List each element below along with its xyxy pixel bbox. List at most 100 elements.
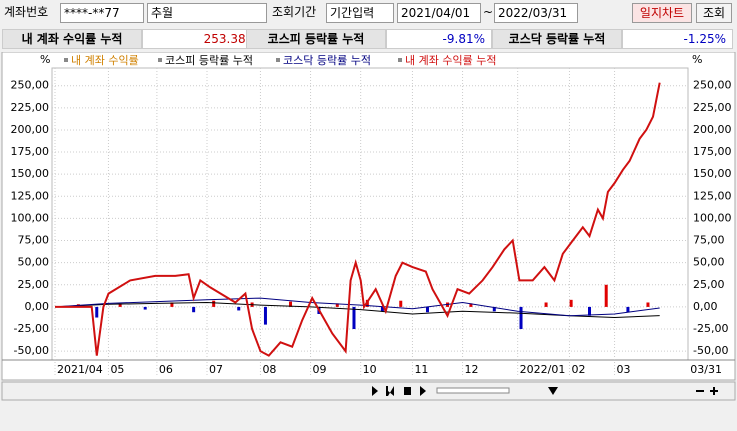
account-label: 계좌번호 xyxy=(4,5,49,19)
unit: % xyxy=(692,53,702,66)
y-tick-label: 225,00 xyxy=(11,101,50,114)
y-tick-label: 25,00 xyxy=(693,278,725,291)
period-label: 조회기간 xyxy=(272,5,317,19)
tilde: ~ xyxy=(483,5,494,19)
x-tick-label: 08 xyxy=(262,363,276,376)
legend-swatch xyxy=(398,58,402,62)
y-tick-label: 50,00 xyxy=(693,256,725,269)
y-tick-label: -25,00 xyxy=(14,322,49,335)
y-tick-label: 150,00 xyxy=(11,167,50,180)
bar xyxy=(237,306,241,311)
summary-value: -9.81% xyxy=(386,29,492,49)
y-tick-label: 0,00 xyxy=(693,300,718,313)
bar xyxy=(143,306,147,310)
summary-label: 코스닥 등락률 누적 xyxy=(492,29,622,49)
legend-label: 코스피 등락률 누적 xyxy=(165,54,253,67)
x-tick-label: 09 xyxy=(313,363,327,376)
bar xyxy=(646,302,650,307)
y-tick-label: 25,00 xyxy=(18,278,50,291)
bar xyxy=(588,306,592,316)
stop-icon[interactable] xyxy=(404,387,411,395)
bar xyxy=(604,284,608,307)
account-select[interactable]: ****-**77 xyxy=(60,3,144,23)
y-tick-label: 100,00 xyxy=(11,211,50,224)
x-tick-label: 03/31 xyxy=(690,363,722,376)
x-tick-label: 02 xyxy=(571,363,585,376)
x-tick-label: 2022/01 xyxy=(520,363,566,376)
bar xyxy=(335,303,339,307)
bar xyxy=(289,301,293,307)
y-tick-label: 150,00 xyxy=(693,167,732,180)
bar xyxy=(469,303,473,307)
account-name: 추월 xyxy=(147,3,267,23)
y-tick-label: 75,00 xyxy=(693,234,725,247)
y-tick-label: 250,00 xyxy=(11,79,50,92)
x-tick-label: 12 xyxy=(465,363,479,376)
summary-value: -1.25% xyxy=(622,29,733,49)
line xyxy=(54,297,660,317)
summary-label: 내 계좌 수익률 누적 xyxy=(2,29,142,49)
bar xyxy=(380,306,384,312)
x-tick-label: 2021/04 xyxy=(57,363,103,376)
slider[interactable] xyxy=(436,387,510,394)
next-icon[interactable] xyxy=(420,386,426,396)
y-tick-label: 125,00 xyxy=(693,189,732,202)
chart-button[interactable]: 일지차트 xyxy=(632,3,692,23)
bar xyxy=(399,300,403,307)
bar xyxy=(425,306,429,313)
legend-swatch xyxy=(276,58,280,62)
y-tick-label: 0,00 xyxy=(25,300,50,313)
legend-label: 내 계좌 수익률 xyxy=(71,54,139,67)
x-tick-label: 11 xyxy=(414,363,428,376)
bar xyxy=(95,306,99,318)
legend-label: 코스닥 등락률 누적 xyxy=(283,54,371,67)
y-tick-label: -50,00 xyxy=(14,344,49,357)
bar xyxy=(544,302,548,307)
bar xyxy=(170,302,174,307)
y-tick-label: -50,00 xyxy=(693,344,728,357)
x-tick-label: 06 xyxy=(159,363,173,376)
query-button[interactable]: 조회 xyxy=(696,3,732,23)
legend-swatch xyxy=(64,58,68,62)
scrollbar[interactable] xyxy=(1,381,736,401)
period-mode[interactable]: 기간입력 xyxy=(326,3,394,23)
bar xyxy=(519,306,523,330)
summary-label: 코스피 등락률 누적 xyxy=(246,29,386,49)
x-tick-label: 07 xyxy=(209,363,223,376)
y-tick-label: 250,00 xyxy=(693,79,732,92)
y-tick-label: 75,00 xyxy=(18,234,50,247)
bar xyxy=(263,306,267,325)
start-date[interactable]: 2021/04/01 xyxy=(397,3,481,23)
x-tick-label: 10 xyxy=(363,363,377,376)
prev-icon[interactable] xyxy=(386,386,394,396)
y-tick-label: 175,00 xyxy=(693,145,732,158)
end-date[interactable]: 2022/03/31 xyxy=(494,3,578,23)
y-tick-label: 50,00 xyxy=(18,256,50,269)
y-tick-label: 200,00 xyxy=(11,123,50,136)
y-tick-label: 100,00 xyxy=(693,211,732,224)
bar xyxy=(352,306,356,330)
unit: % xyxy=(40,53,50,66)
down-icon[interactable] xyxy=(548,387,558,395)
bar xyxy=(192,306,196,313)
bar xyxy=(626,306,630,313)
bar xyxy=(492,306,496,312)
y-tick-label: 225,00 xyxy=(693,101,732,114)
bar xyxy=(118,303,122,307)
y-tick-label: 125,00 xyxy=(11,189,50,202)
bar xyxy=(212,300,216,307)
x-tick-label: 03 xyxy=(617,363,631,376)
scroll-bg xyxy=(1,381,736,401)
y-tick-label: -25,00 xyxy=(693,322,728,335)
chart-bg xyxy=(1,52,736,381)
y-tick-label: 175,00 xyxy=(11,145,50,158)
legend-swatch xyxy=(158,58,162,62)
play-icon[interactable] xyxy=(372,386,378,396)
legend-label: 내 계좌 수익률 누적 xyxy=(405,54,496,67)
y-tick-label: 200,00 xyxy=(693,123,732,136)
summary-value: 253.38% xyxy=(142,29,264,49)
x-tick-label: 05 xyxy=(110,363,124,376)
chart: % % 250,00 250,00 225,00 225,00 200,00 200,00… xyxy=(1,52,736,401)
bar xyxy=(569,299,573,307)
